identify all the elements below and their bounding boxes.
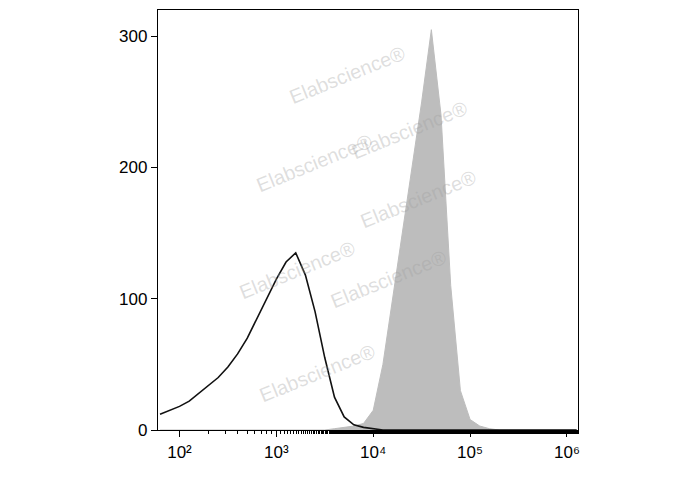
svg-text:100: 100 — [119, 290, 147, 309]
svg-text:Elabscience®: Elabscience® — [253, 130, 375, 196]
svg-text:0: 0 — [138, 421, 147, 440]
svg-text:300: 300 — [119, 27, 147, 46]
svg-text:10⁶: 10⁶ — [554, 443, 580, 462]
svg-text:Elabscience®: Elabscience® — [256, 340, 378, 406]
svg-text:10⁴: 10⁴ — [360, 443, 386, 462]
svg-text:200: 200 — [119, 158, 147, 177]
svg-text:Elabscience®: Elabscience® — [327, 246, 449, 312]
svg-text:10³: 10³ — [264, 443, 289, 462]
svg-text:10²: 10² — [167, 443, 192, 462]
svg-text:Elabscience®: Elabscience® — [348, 97, 470, 163]
svg-text:Elabscience®: Elabscience® — [236, 237, 358, 303]
svg-text:Elabscience®: Elabscience® — [286, 42, 408, 108]
svg-text:Elabscience®: Elabscience® — [357, 166, 479, 232]
svg-text:10⁵: 10⁵ — [457, 443, 483, 462]
